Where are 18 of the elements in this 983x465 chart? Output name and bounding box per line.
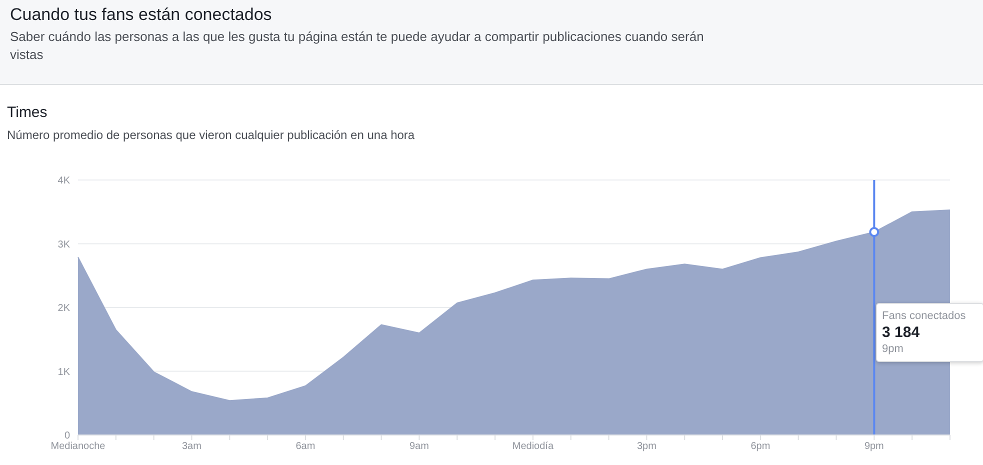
y-tick-label: 1K (58, 366, 70, 378)
y-tick-label: 2K (58, 303, 70, 314)
x-tick-label: Mediodía (512, 441, 554, 452)
x-tick-label: Medianoche (50, 441, 106, 452)
chart-title: Cuando tus fans están conectados (10, 5, 272, 25)
annotation: Fans conectados 3 184 9pm (882, 309, 967, 357)
y-tick-label: 4K (58, 176, 70, 187)
x-tick-label: 9pm (864, 441, 884, 452)
text: Times (7, 104, 48, 121)
y-tick-label: 3K (58, 239, 70, 250)
chart-subtitle: Saber cuándo las personas a las que les gusta tu página están te puede ayudar a compartir publicaciones cuando serán vistas (10, 28, 705, 64)
y-tick-label: 0 (64, 430, 70, 442)
x-tick-label: 6pm (750, 441, 770, 452)
x-tick-label: 3pm (636, 441, 656, 452)
x-tick-label: 9am (409, 441, 429, 452)
x-tick-label: 3am (182, 441, 202, 452)
x-tick-label: 6am (296, 441, 316, 452)
text: Número promedio de personas que vieron cualquier publicación en una hora (7, 128, 415, 142)
